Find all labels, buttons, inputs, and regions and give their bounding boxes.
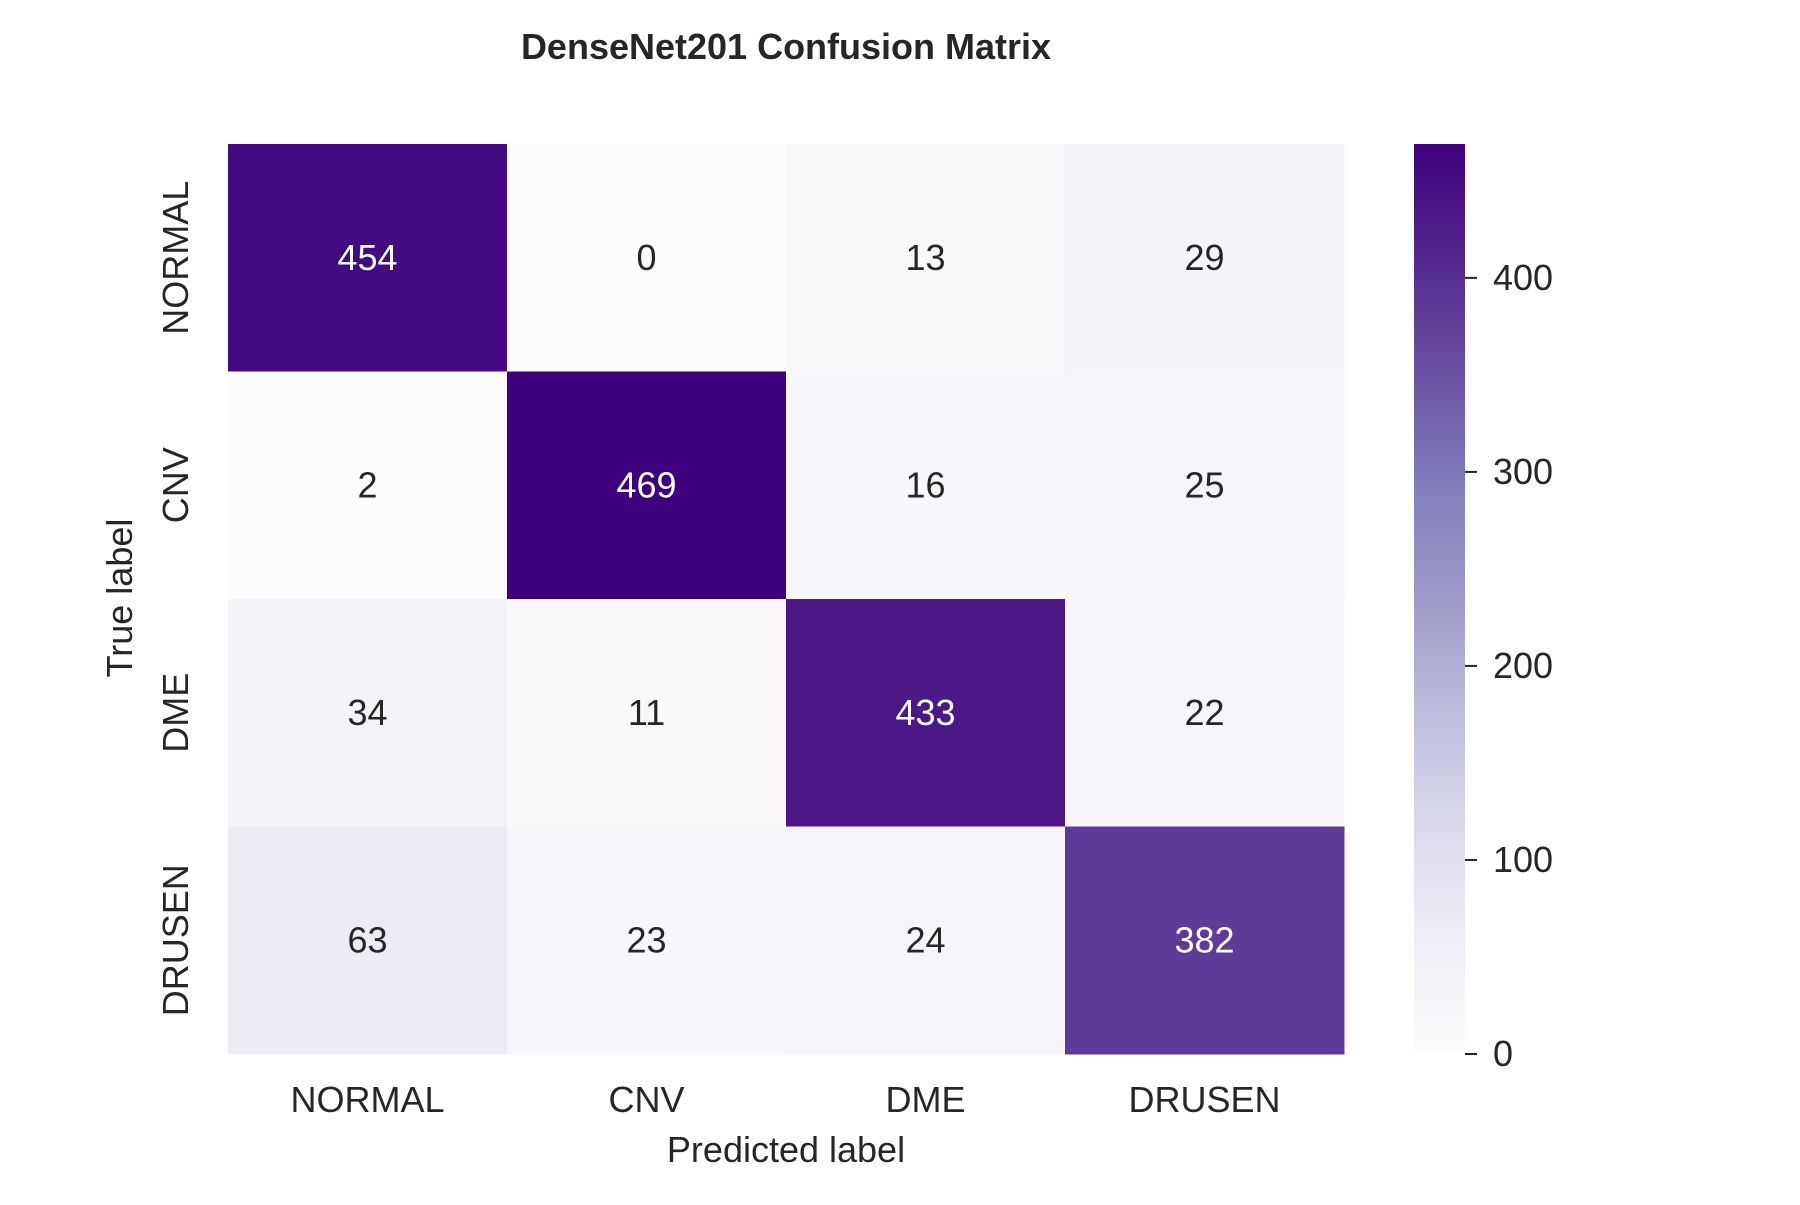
- cell-value-label: 25: [1184, 464, 1224, 505]
- heatmap-cell: [1065, 826, 1345, 1055]
- heatmap-cell: [786, 826, 1066, 1055]
- x-tick-label: NORMAL: [290, 1079, 444, 1120]
- x-tick-label: DRUSEN: [1128, 1079, 1280, 1120]
- heatmap-cell: [786, 371, 1066, 600]
- cell-value-label: 63: [347, 919, 387, 960]
- cell-value-label: 469: [616, 464, 676, 505]
- heatmap-cell: [1065, 599, 1345, 827]
- cell-value-label: 23: [626, 919, 666, 960]
- colorbar-tick-label: 100: [1493, 839, 1553, 880]
- cell-value-label: 34: [347, 692, 387, 733]
- heatmap-cell: [507, 826, 787, 1055]
- cell-value-label: 24: [905, 919, 945, 960]
- heatmap-cell: [1065, 371, 1345, 600]
- cell-value-label: 22: [1184, 692, 1224, 733]
- heatmap-cells: 454 0 13 29 2 469 16 25 34 11 433 22 63 23 24 382: [228, 144, 1345, 1055]
- cell-value-label: 11: [628, 692, 665, 733]
- y-tick-label: CNV: [155, 447, 196, 523]
- y-axis-label: True label: [99, 519, 140, 678]
- cell-value-label: 454: [337, 237, 397, 278]
- heatmap-cell: [507, 371, 787, 600]
- heatmap-cell: [786, 599, 1066, 827]
- cell-value-label: 29: [1184, 237, 1224, 278]
- heatmap-cell: [507, 599, 787, 827]
- heatmap-cell: [786, 144, 1066, 372]
- y-tick-label: NORMAL: [155, 181, 196, 335]
- heatmap-cell: [1065, 144, 1345, 372]
- colorbar-tick-label: 200: [1493, 645, 1553, 686]
- cell-value-label: 0: [636, 237, 656, 278]
- x-tick-labels: NORMAL CNV DME DRUSEN: [290, 1079, 1280, 1120]
- colorbar-tick-label: 300: [1493, 451, 1553, 492]
- colorbar-tick-label: 400: [1493, 257, 1553, 298]
- cell-value-label: 2: [357, 464, 377, 505]
- heatmap-cell: [228, 599, 508, 827]
- x-tick-label: DME: [886, 1079, 966, 1120]
- cell-value-label: 382: [1174, 919, 1234, 960]
- heatmap-cell: [228, 144, 508, 372]
- y-tick-label: DRUSEN: [155, 864, 196, 1016]
- x-axis-label: Predicted label: [667, 1129, 905, 1170]
- cell-value-label: 13: [905, 237, 945, 278]
- heatmap-cell: [228, 371, 508, 600]
- heatmap-cell: [228, 826, 508, 1055]
- colorbar: [1414, 144, 1465, 1054]
- colorbar-tick-label: 0: [1493, 1033, 1513, 1074]
- heatmap-cell: [507, 144, 787, 372]
- cell-value-label: 16: [905, 464, 945, 505]
- y-tick-label: DME: [155, 673, 196, 753]
- colorbar-ticks: 0 100 200 300 400: [1465, 257, 1553, 1074]
- x-tick-label: CNV: [608, 1079, 684, 1120]
- y-tick-labels: NORMAL CNV DME DRUSEN: [155, 181, 196, 1017]
- chart-title: DenseNet201 Confusion Matrix: [520, 26, 1052, 67]
- cell-value-label: 433: [895, 692, 955, 733]
